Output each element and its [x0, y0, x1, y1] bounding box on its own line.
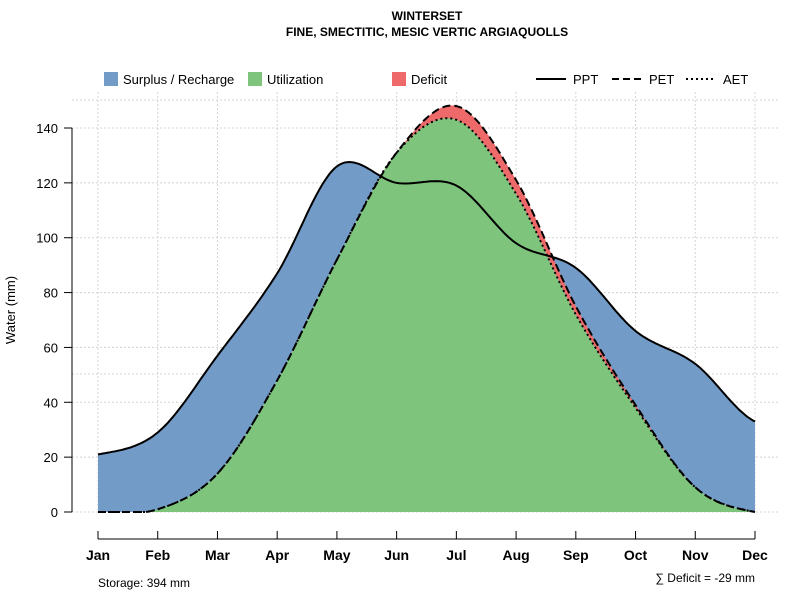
x-tick-label-10: Nov: [682, 547, 709, 563]
y-axis-label: Water (mm): [3, 276, 18, 344]
y-tick-label-4: 80: [44, 286, 58, 301]
chart-title: WINTERSET: [392, 9, 463, 23]
x-tick-label-1: Feb: [145, 547, 170, 563]
legend-label-ppt: PPT: [573, 72, 598, 87]
x-tick-label-6: Jul: [446, 547, 466, 563]
line-pet: [98, 104, 756, 513]
line-aet: [98, 117, 756, 513]
legend-label-surplus: Surplus / Recharge: [123, 72, 234, 87]
legend-label-aet: AET: [723, 72, 748, 87]
x-tick-label-9: Oct: [624, 547, 648, 563]
x-tick-label-0: Jan: [86, 547, 110, 563]
plot-area: 0 20 40 60 80 100 120 140 Jan Feb Mar Apr May Jun Jul A…: [36, 92, 780, 563]
x-tick-label-5: Jun: [384, 547, 409, 563]
legend-label-deficit: Deficit: [411, 72, 448, 87]
storage-annotation: Storage: 394 mm: [98, 576, 190, 590]
y-tick-label-6: 120: [36, 176, 58, 191]
legend-label-pet: PET: [649, 72, 674, 87]
x-tick-label-11: Dec: [742, 547, 768, 563]
y-tick-label-7: 140: [36, 121, 58, 136]
line-ppt: [97, 160, 756, 456]
legend-swatch-utilization: [248, 72, 262, 86]
legend-label-utilization: Utilization: [267, 72, 323, 87]
x-tick-label-7: Aug: [502, 547, 529, 563]
chart-subtitle: FINE, SMECTITIC, MESIC VERTIC ARGIAQUOLL…: [286, 25, 568, 39]
surplus-overlay-area: [98, 118, 755, 512]
legend: Surplus / Recharge Utilization Deficit P…: [104, 72, 748, 87]
x-tick-label-8: Sep: [563, 547, 589, 563]
y-tick-label-3: 60: [44, 340, 58, 355]
legend-swatch-surplus: [104, 72, 118, 86]
deficit-annotation: ∑ Deficit = -29 mm: [655, 571, 755, 585]
y-tick-label-0: 0: [51, 505, 58, 520]
x-tick-label-3: Apr: [265, 547, 290, 563]
y-tick-label-1: 20: [44, 450, 58, 465]
y-tick-label-5: 100: [36, 231, 58, 246]
y-tick-label-2: 40: [44, 395, 58, 410]
x-tick-label-2: Mar: [205, 547, 230, 563]
x-tick-label-4: May: [323, 547, 350, 563]
legend-swatch-deficit: [392, 72, 406, 86]
utilization-area: [98, 118, 755, 512]
